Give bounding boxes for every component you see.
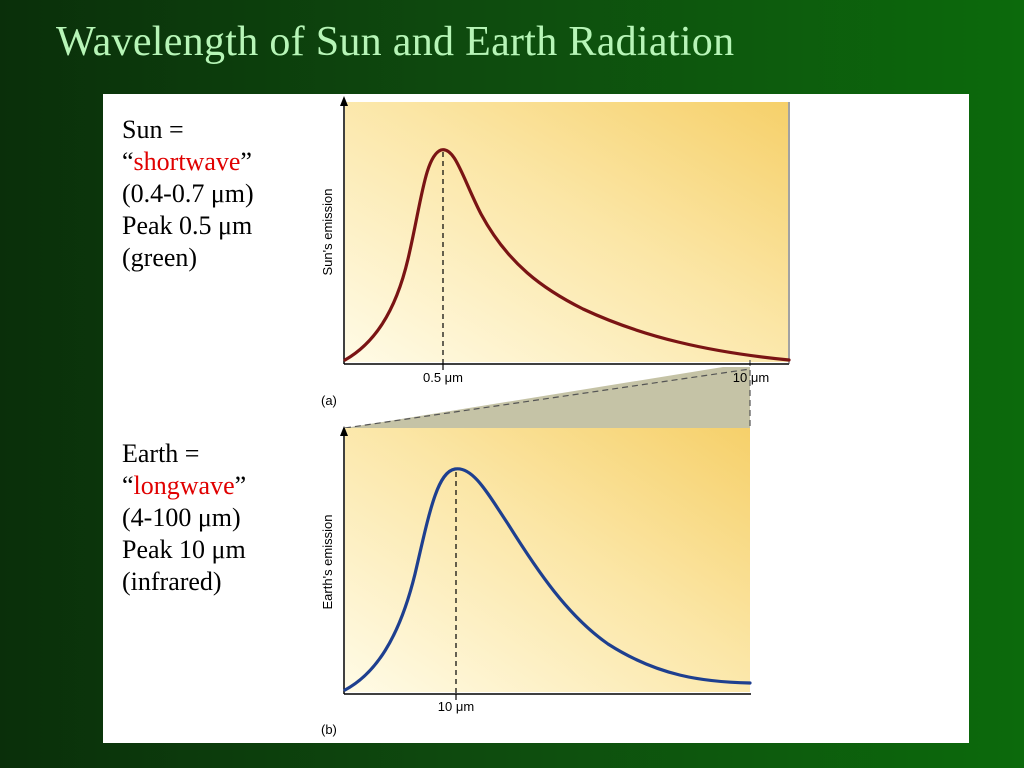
earth-caption-line2: “longwave” (122, 470, 246, 502)
sun-close-quote: ” (240, 147, 252, 176)
sun-peak-tick-label: 0.5 μm (423, 370, 463, 385)
emission-figure: Sun's emission 0.5 μm 10 μm (a) Earth's … (320, 96, 791, 737)
sun-caption-color: (green) (122, 243, 198, 272)
sun-caption-line2: “shortwave” (122, 146, 254, 178)
earth-peak-tick-label: 10 μm (438, 699, 474, 714)
sun-caption-peak: Peak 0.5 μm (122, 211, 253, 240)
sun-plot-area (345, 102, 788, 362)
earth-longwave-keyword: longwave (133, 471, 235, 500)
earth-plot-area (345, 428, 750, 692)
sun-emission-curve (343, 148, 791, 362)
sun-shortwave-keyword: shortwave (133, 147, 241, 176)
earth-y-axis-arrow (340, 426, 348, 436)
sun-caption-line1: Sun = (122, 115, 184, 144)
sun-panel-label: (a) (321, 393, 337, 408)
earth-y-axis-label: Earth's emission (320, 515, 335, 610)
sun-y-axis-label: Sun's emission (320, 188, 335, 275)
earth-caption-peak: Peak 10 μm (122, 535, 246, 564)
earth-close-quote: ” (234, 471, 247, 500)
earth-emission-curve (343, 467, 752, 692)
sun-caption-range: (0.4-0.7 μm) (122, 179, 254, 208)
earth-caption-type: (infrared) (122, 567, 222, 596)
earth-open-quote: “ (122, 471, 134, 500)
earth-caption: Earth = “longwave” (4-100 μm) Peak 10 μm… (122, 438, 246, 598)
earth-panel-label: (b) (321, 722, 337, 737)
earth-caption-range: (4-100 μm) (122, 503, 241, 532)
earth-caption-line1: Earth = (122, 439, 200, 468)
sun-caption: Sun = “shortwave” (0.4-0.7 μm) Peak 0.5 … (122, 114, 254, 274)
sun-open-quote: “ (122, 147, 134, 176)
sun-end-tick-label: 10 μm (733, 370, 769, 385)
slide-title: Wavelength of Sun and Earth Radiation (56, 19, 735, 65)
sun-y-axis-arrow (340, 96, 348, 106)
content-panel: Sun = “shortwave” (0.4-0.7 μm) Peak 0.5 … (103, 94, 969, 743)
zoom-wedge-edge (344, 368, 751, 429)
